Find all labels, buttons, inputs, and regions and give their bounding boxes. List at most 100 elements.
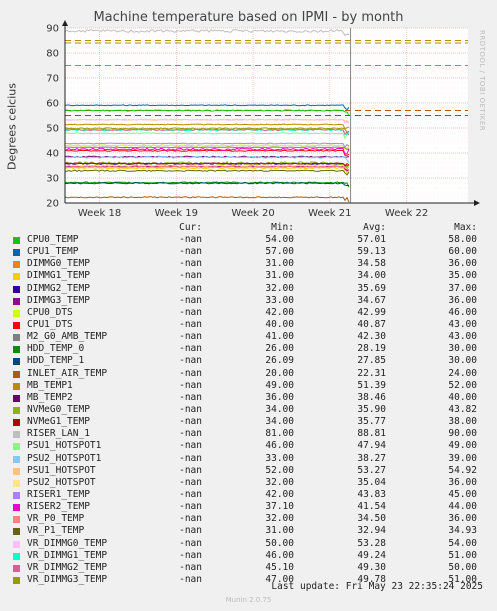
munin-version: Munin 2.0.75 [225,596,272,604]
last-update: Last update: Fri May 23 22:35:24 2025 [271,581,483,592]
legend-avg: 35.04 [357,476,386,488]
legend-header-min: Min: [271,222,294,233]
legend-min: 52.00 [265,464,294,476]
legend-avg: 34.50 [357,513,386,525]
legend-min: 20.00 [265,367,294,379]
series-line [64,142,350,148]
legend-min: 34.00 [265,416,294,428]
legend-cur: -nan [179,549,202,561]
legend-min: 36.00 [265,391,294,403]
legend-avg: 59.13 [357,246,386,258]
legend-row: VR_P1_TEMP -nan 31.00 32.94 34.93 [13,525,493,537]
legend-max: 52.00 [448,379,477,391]
y-tick-label: 50 [46,124,59,135]
legend-swatch [13,394,20,402]
legend-avg: 53.27 [357,464,386,476]
y-tick-label: 90 [46,24,59,35]
legend-avg: 88.81 [357,428,386,440]
legend-row: RISER2_TEMP -nan 37.10 41.54 44.00 [13,501,493,513]
series-line [64,165,350,171]
legend-swatch [13,334,20,342]
legend-name: CPU0_TEMP [27,234,79,245]
legend-name: NVMeG1_TEMP [27,416,90,428]
x-tick-label: Week 18 [78,208,121,219]
legend-name: HDD_TEMP_0 [27,343,85,355]
legend-name: RISER1_TEMP [27,488,90,500]
legend-swatch [13,285,20,293]
legend-min: 81.00 [265,428,294,440]
legend-cur: -nan [179,379,202,391]
legend-max: 40.00 [448,391,477,403]
legend-max: 30.00 [448,355,477,367]
series-line [64,128,350,136]
legend-row: DIMMG0_TEMP -nan 31.00 34.58 36.00 [13,258,493,270]
series-line [64,123,350,130]
rrdtool-credit: RRDTOOL / TOBI OETIKER [478,30,486,132]
legend-cur: -nan [179,428,202,440]
legend-swatch [13,564,20,572]
legend-name: PSU1_HOTSPOT1 [27,440,102,452]
y-tick-label: 80 [46,49,59,60]
series-line [64,149,350,156]
legend-cur: -nan [179,452,202,464]
legend-min: 54.00 [265,234,294,245]
legend-row: HDD_TEMP_0 -nan 26.00 28.19 30.00 [13,343,493,355]
legend-avg: 49.78 [357,573,386,585]
legend-min: 40.00 [265,318,294,330]
legend-max: 38.00 [448,416,477,428]
legend-cur: -nan [179,464,202,476]
legend-swatch [13,419,20,427]
series-line [64,169,350,176]
legend-name: RISER2_TEMP [27,501,90,513]
legend-min: 34.00 [265,403,294,415]
legend-row: DIMMG3_TEMP -nan 33.00 34.67 36.00 [13,295,493,307]
legend-max: 58.00 [448,234,477,245]
legend-avg: 40.87 [357,318,386,330]
legend-max: 39.00 [448,452,477,464]
legend-header: Cur: Min: Avg: Max: [13,222,493,234]
series-line [65,127,350,134]
legend-row: NVMeG0_TEMP -nan 34.00 35.90 43.82 [13,404,493,416]
legend-name: NVMeG0_TEMP [27,403,90,415]
legend-swatch [13,528,20,536]
legend-min: 47.00 [265,573,294,585]
legend-min: 32.00 [265,513,294,525]
legend-max: 90.00 [448,428,477,440]
x-tick-label: Week 20 [231,208,274,219]
legend-cur: -nan [179,573,202,585]
series-line [65,146,350,151]
legend-swatch [13,540,20,548]
legend-min: 46.00 [265,549,294,561]
legend-min: 41.00 [265,331,294,343]
legend-max: 34.93 [448,525,477,537]
y-tick-label: 30 [46,174,59,185]
legend-max: 24.00 [448,367,477,379]
legend-cur: -nan [179,367,202,379]
legend-cur: -nan [179,525,202,537]
legend-max: 36.00 [448,476,477,488]
legend-max: 45.00 [448,488,477,500]
series-line [64,147,350,155]
legend-swatch [13,297,20,305]
legend-cur: -nan [179,331,202,343]
legend-avg: 22.31 [357,367,386,379]
legend-min: 42.00 [265,306,294,318]
legend-max: 51.00 [448,549,477,561]
legend-avg: 27.85 [357,355,386,367]
legend-header-avg: Avg: [363,222,386,233]
legend-min: 32.00 [265,476,294,488]
legend-max: 36.00 [448,294,477,306]
legend-swatch [13,552,20,560]
legend-cur: -nan [179,306,202,318]
legend-min: 37.10 [265,501,294,513]
legend-cur: -nan [179,246,202,258]
legend-swatch [13,382,20,390]
y-tick-label: 60 [46,99,59,110]
legend-name: PSU2_HOTSPOT1 [27,452,102,464]
legend-row: VR_P0_TEMP -nan 32.00 34.50 36.00 [13,513,493,525]
legend-min: 32.00 [265,282,294,294]
legend-avg: 53.28 [357,537,386,549]
series-line [64,166,350,174]
legend-min: 42.00 [265,488,294,500]
series-line [65,144,350,150]
